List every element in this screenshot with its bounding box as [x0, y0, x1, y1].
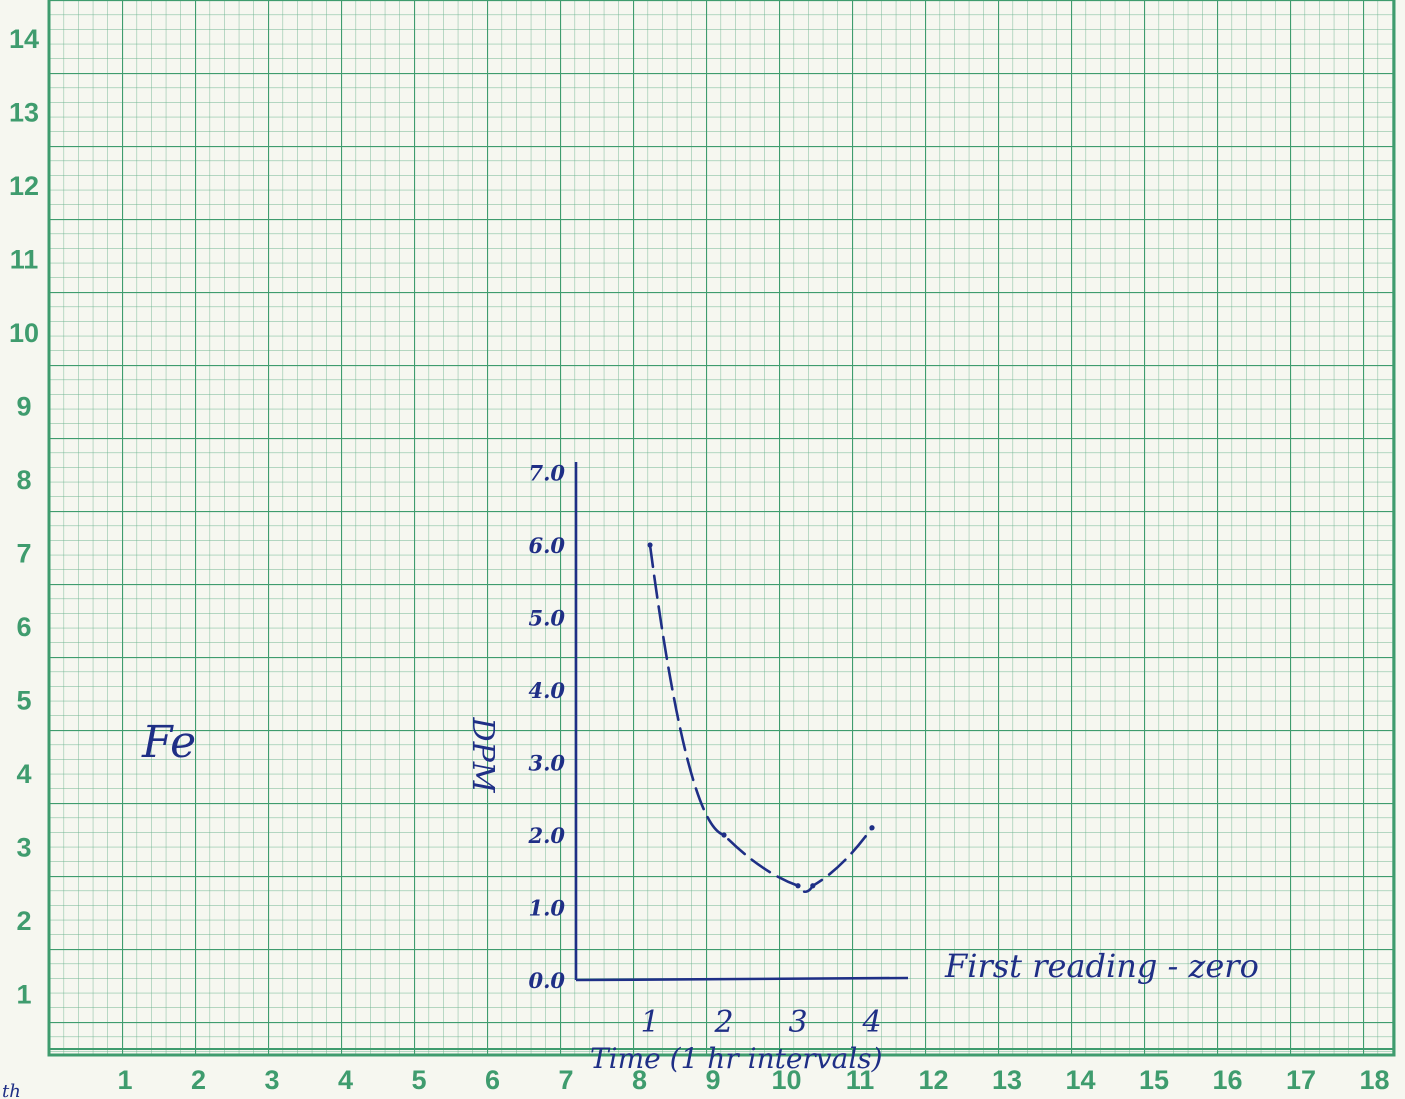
grid-border: [47, 0, 1396, 1057]
left-scale: 14 13 12 11 10 9 8 7 6 5 4 3 2 1: [9, 24, 39, 1010]
bottom-scale-label: 1: [117, 1065, 132, 1095]
left-scale-label: 3: [16, 833, 31, 863]
left-scale-label: 2: [16, 906, 31, 936]
baseline-note: First reading - zero: [944, 947, 1259, 985]
data-point: [647, 542, 653, 548]
bottom-scale-label: 11: [846, 1065, 875, 1095]
bottom-scale-label: 6: [485, 1065, 500, 1095]
x-tick-label: 3: [788, 1005, 807, 1040]
bottom-scale-label: 4: [338, 1065, 353, 1095]
bottom-scale-label: 5: [411, 1065, 426, 1095]
left-scale-label: 4: [16, 759, 31, 789]
y-tick-label: 7.0: [528, 461, 565, 486]
data-point: [810, 883, 816, 889]
y-tick-label: 6.0: [528, 533, 565, 558]
plot-area: 0.0 1.0 2.0 3.0 4.0 5.0 6.0 7.0 1 2 3 4: [527, 461, 909, 1040]
left-scale-label: 13: [9, 98, 39, 128]
bottom-scale-label: 3: [264, 1065, 279, 1095]
left-scale-label: 10: [9, 318, 39, 348]
left-scale-label: 5: [16, 686, 31, 716]
bottom-scale-label: 2: [191, 1065, 206, 1095]
left-scale-label: 7: [16, 539, 31, 569]
left-scale-label: 6: [16, 612, 31, 642]
bottom-scale-label: 18: [1359, 1065, 1389, 1095]
y-tick-label: 3.0: [528, 751, 565, 776]
bottom-scale-label: 13: [992, 1065, 1022, 1095]
data-point: [869, 825, 875, 831]
left-scale-label: 9: [16, 392, 31, 422]
x-axis: [575, 976, 909, 982]
left-scale-label: 11: [10, 245, 39, 275]
y-tick-labels: 0.0 1.0 2.0 3.0 4.0 5.0 6.0 7.0: [527, 461, 565, 994]
x-tick-label: 4: [861, 1005, 881, 1040]
bottom-scale-label: 8: [632, 1065, 647, 1095]
x-tick-label: 1: [640, 1005, 659, 1040]
x-tick-label: 2: [713, 1005, 733, 1040]
corner-mark: th: [2, 1081, 21, 1099]
y-axis-label: DPM: [465, 717, 500, 794]
left-scale-label: 1: [16, 980, 31, 1010]
x-axis-label: Time (1 hr intervals): [590, 1042, 883, 1075]
bottom-scale-label: 14: [1065, 1065, 1095, 1095]
left-scale-label: 8: [16, 465, 31, 495]
bottom-scale-label: 17: [1286, 1065, 1316, 1095]
bottom-scale-label: 9: [705, 1065, 720, 1095]
bottom-scale-label: 12: [918, 1065, 948, 1095]
y-tick-label: 4.0: [528, 678, 565, 703]
bottom-scale: 1 2 3 4 5 6 7 8 9 10 11 12 13 14 15 16 17 18: [117, 1065, 1389, 1095]
coarse-grid: [49, 0, 1394, 1055]
y-tick-label: 5.0: [528, 606, 565, 631]
bottom-scale-label: 15: [1139, 1065, 1169, 1095]
bottom-scale-label: 7: [558, 1065, 573, 1095]
y-tick-label: 1.0: [528, 896, 565, 921]
left-scale-label: 12: [9, 171, 39, 201]
left-scale-label: 14: [9, 24, 39, 54]
series-line: [648, 543, 874, 894]
x-tick-labels: 1 2 3 4: [640, 1005, 881, 1040]
bottom-scale-label: 16: [1212, 1065, 1242, 1095]
y-tick-label: 2.0: [527, 823, 565, 848]
element-label: Fe: [141, 717, 196, 768]
series-layer: [647, 542, 875, 894]
bottom-scale-label: 10: [771, 1065, 801, 1095]
data-point: [721, 832, 727, 838]
y-tick-label: 0.0: [528, 968, 565, 993]
data-point: [795, 883, 801, 889]
